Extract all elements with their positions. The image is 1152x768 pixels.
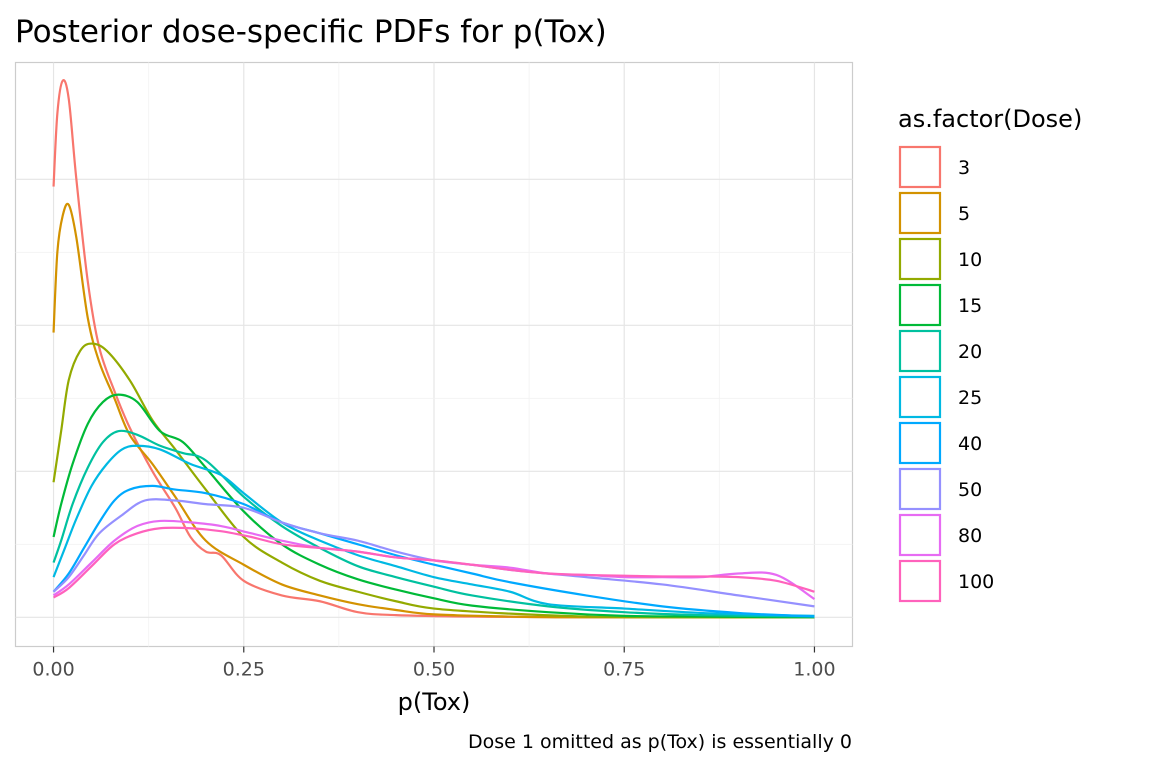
- x-axis-title: p(Tox): [398, 688, 471, 716]
- density-line-dose-100: [52, 526, 815, 599]
- chart-caption: Dose 1 omitted as p(Tox) is essentially …: [468, 731, 852, 753]
- series-lines: [52, 79, 816, 619]
- legend-key-dose-50: [898, 467, 942, 511]
- legend-key-dose-3: [898, 145, 942, 189]
- legend-key-dose-10: [898, 237, 942, 281]
- density-line-dose-3: [52, 79, 815, 619]
- x-tick-label: 0.25: [223, 659, 265, 681]
- density-line-dose-10: [52, 342, 815, 619]
- legend-key-dose-100: [898, 559, 942, 603]
- x-tick-label: 0.75: [603, 659, 645, 681]
- x-tick-label: 0.00: [32, 659, 74, 681]
- density-line-dose-5: [52, 202, 815, 619]
- legend-label-dose-5: 5: [958, 203, 970, 225]
- legend-key-dose-20: [898, 329, 942, 373]
- chart-title: Posterior dose-specific PDFs for p(Tox): [15, 14, 607, 50]
- x-tick-label: 1.00: [793, 659, 835, 681]
- legend: as.factor(Dose) 3 5 10 15 20 25 40 50 80 100: [898, 105, 1082, 603]
- grid-lines: [15, 62, 853, 647]
- legend-label-dose-40: 40: [958, 433, 982, 455]
- x-axis-ticks: 0.00 0.25 0.50 0.75 1.00: [32, 646, 836, 681]
- legend-label-dose-100: 100: [958, 571, 994, 593]
- legend-label-dose-20: 20: [958, 341, 982, 363]
- x-tick-label: 0.50: [413, 659, 455, 681]
- density-line-dose-15: [52, 393, 815, 619]
- legend-label-dose-10: 10: [958, 249, 982, 271]
- legend-title: as.factor(Dose): [898, 105, 1082, 133]
- density-line-dose-50: [52, 498, 815, 608]
- legend-label-dose-50: 50: [958, 479, 982, 501]
- legend-key-dose-40: [898, 421, 942, 465]
- legend-label-dose-15: 15: [958, 295, 982, 317]
- density-line-dose-20: [52, 429, 815, 618]
- legend-key-dose-25: [898, 375, 942, 419]
- legend-label-dose-3: 3: [958, 157, 970, 179]
- legend-label-dose-25: 25: [958, 387, 982, 409]
- legend-key-dose-80: [898, 513, 942, 557]
- legend-label-dose-80: 80: [958, 525, 982, 547]
- legend-key-dose-5: [898, 191, 942, 235]
- legend-key-dose-15: [898, 283, 942, 327]
